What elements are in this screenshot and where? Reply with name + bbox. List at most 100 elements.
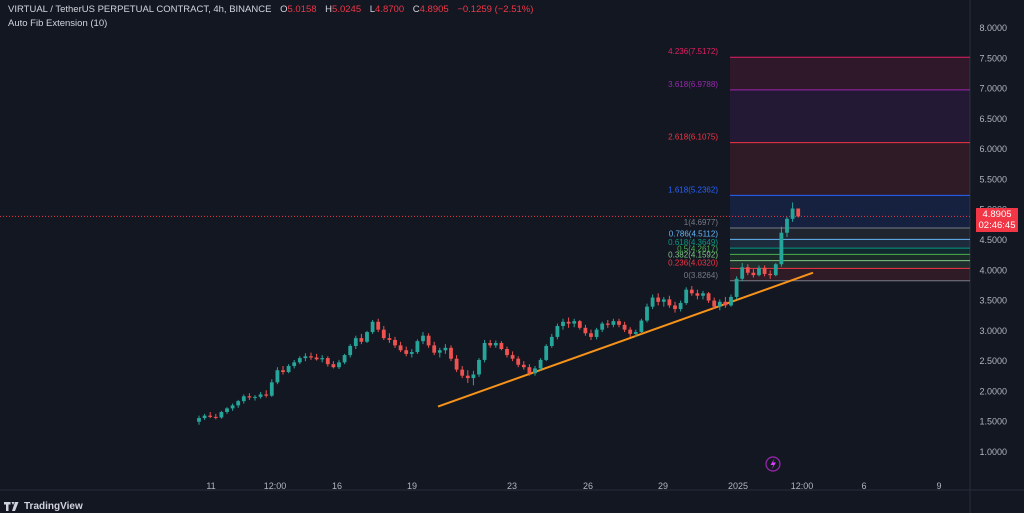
price-tick-label: 7.0000: [979, 84, 1007, 94]
candle-body: [538, 359, 543, 369]
fib-zone: [730, 195, 970, 229]
candle-body: [689, 289, 694, 294]
price-tick-label: 4.5000: [979, 235, 1007, 245]
candle-body: [208, 415, 213, 417]
fib-zone: [730, 268, 970, 281]
fib-zone: [730, 260, 970, 269]
candle-body: [628, 329, 633, 334]
candle-body: [521, 364, 526, 368]
price-tick-label: 6.5000: [979, 114, 1007, 124]
close-label: C: [412, 4, 420, 15]
candle-body: [303, 356, 308, 359]
time-tick-label: 29: [658, 481, 668, 491]
fib-zone: [730, 254, 970, 261]
candle-body: [757, 267, 761, 276]
time-tick-label: 11: [206, 481, 215, 491]
candle-body: [337, 362, 341, 368]
fib-level-label: 0.618(4.3649): [668, 238, 718, 247]
candle-body: [533, 368, 537, 374]
fib-level-label: 3.618(6.9788): [668, 80, 718, 89]
candle-body: [398, 345, 403, 351]
high-value: 5.0245: [332, 4, 362, 15]
candle-body: [269, 382, 274, 396]
candle-body: [393, 339, 397, 346]
candle-body: [314, 357, 319, 360]
candle-body: [230, 405, 235, 409]
candle-body: [785, 218, 789, 233]
tradingview-footer[interactable]: TradingView: [4, 499, 83, 513]
time-tick-label: 12:00: [264, 481, 287, 491]
candle-body: [365, 332, 369, 342]
candle-body: [443, 347, 448, 351]
candle-body: [264, 394, 269, 396]
candle-body: [729, 296, 733, 306]
candle-body: [650, 297, 655, 307]
fib-zone: [730, 239, 970, 249]
candle-body: [331, 364, 336, 368]
fib-level-label: 0.5(4.2617): [677, 244, 718, 253]
candle-body: [589, 333, 593, 337]
candle-body: [527, 367, 532, 374]
candle-body: [656, 297, 661, 302]
high-label: H: [325, 4, 333, 15]
candle-body: [706, 293, 711, 301]
candle-body: [432, 345, 437, 353]
candle-body: [617, 321, 621, 325]
candle-body: [253, 396, 257, 398]
candle-body: [426, 335, 431, 346]
candle-body: [583, 327, 588, 334]
candle-body: [796, 208, 801, 217]
candle-body: [471, 374, 476, 379]
price-tick-label: 8.0000: [979, 23, 1007, 33]
candle-body: [712, 300, 717, 307]
candle-body: [197, 418, 201, 422]
open-label: O: [280, 4, 288, 15]
tradingview-brand: TradingView: [24, 500, 83, 512]
time-tick-label: 23: [507, 481, 517, 491]
open-value: 5.0158: [287, 4, 317, 15]
tradingview-logo-icon: [4, 501, 19, 511]
last-price-value: 4.8905: [982, 209, 1012, 220]
candle-body: [768, 273, 773, 276]
event-marker-icon[interactable]: [765, 456, 781, 472]
candle-body: [499, 342, 504, 350]
time-tick-label: 6: [861, 481, 866, 491]
fib-zone: [730, 228, 970, 240]
price-tick-label: 2.0000: [979, 386, 1007, 396]
candle-body: [359, 338, 364, 342]
candle-body: [600, 323, 605, 330]
price-tick-label: 2.5000: [979, 356, 1007, 366]
candle-body: [225, 408, 229, 413]
candle-body: [286, 365, 291, 373]
candle-body: [740, 267, 745, 279]
candle-body: [661, 299, 666, 302]
candle-body: [645, 306, 649, 321]
candle-body: [404, 350, 409, 354]
candle-body: [465, 375, 470, 379]
low-label: L: [369, 4, 376, 15]
candle-body: [320, 358, 325, 360]
candle-body: [566, 321, 571, 324]
indicator-label[interactable]: Auto Fib Extension (10): [8, 18, 108, 29]
fib-level-label: 4.236(7.5172): [668, 47, 718, 56]
candle-body: [202, 415, 207, 419]
candle-body: [309, 356, 313, 358]
candle-body: [437, 350, 442, 353]
candle-body: [678, 302, 683, 310]
candle-body: [639, 320, 644, 333]
candle-body: [555, 326, 560, 337]
candle-body: [577, 321, 582, 328]
candle-body: [734, 278, 739, 297]
candle-body: [325, 358, 330, 365]
candle-body: [751, 272, 756, 276]
price-tick-label: 3.0000: [979, 326, 1007, 336]
fib-level-label: 0(3.8264): [684, 271, 719, 280]
symbol-header: VIRTUAL / TetherUS PERPETUAL CONTRACT, 4…: [8, 4, 533, 15]
candle-body: [594, 329, 599, 337]
candle-body: [561, 321, 565, 327]
candle-body: [482, 342, 487, 360]
price-tick-label: 4.0000: [979, 265, 1007, 275]
fib-level-label: 0.236(4.0320): [668, 258, 718, 267]
